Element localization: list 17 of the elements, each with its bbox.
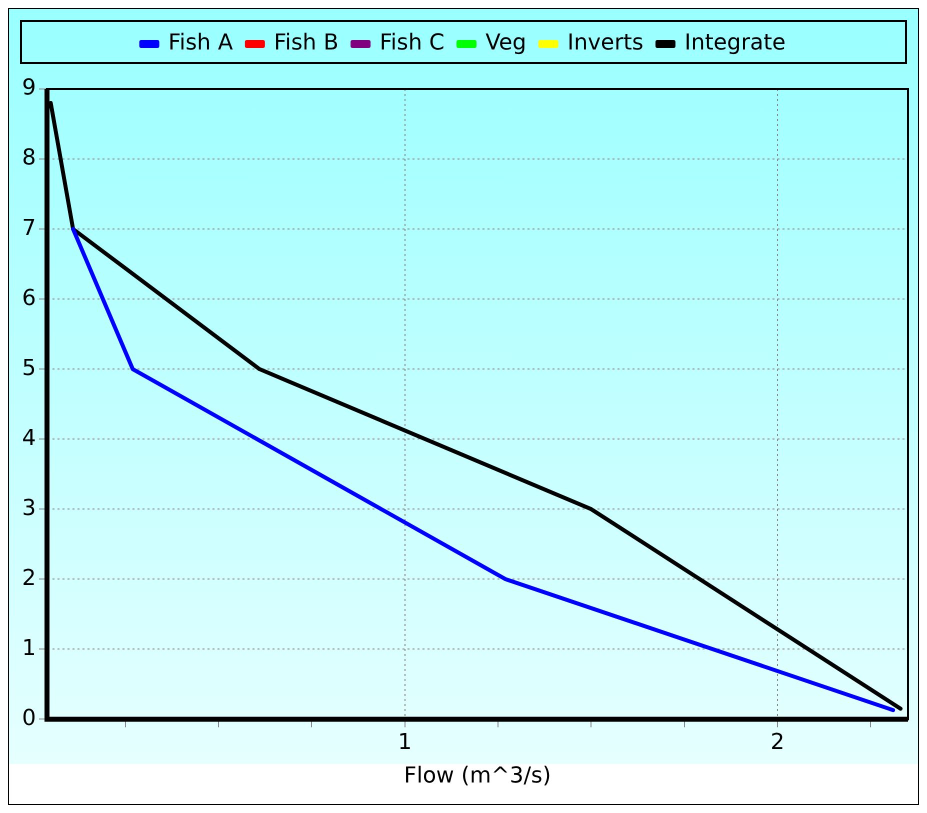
legend-label: Fish A: [168, 30, 233, 56]
y-tick-label: 7: [22, 216, 36, 241]
legend-label: Fish C: [380, 30, 445, 56]
y-tick-label: 1: [22, 636, 36, 661]
y-tick-label: 0: [22, 706, 36, 731]
legend-label: Veg: [485, 30, 526, 56]
y-tick-label: 6: [22, 286, 36, 311]
y-tick-label: 3: [22, 496, 36, 521]
legend-label: Integrate: [684, 30, 786, 56]
y-tick-label: 2: [22, 566, 36, 591]
y-tick-label: 8: [22, 146, 36, 171]
x-axis-title: Flow (m^3/s): [404, 764, 552, 789]
legend-label: Inverts: [567, 30, 644, 56]
y-tick-label: 9: [22, 76, 36, 101]
y-tick-label: 4: [22, 426, 36, 451]
y-tick-label: 5: [22, 356, 36, 381]
legend-label: Fish B: [274, 30, 339, 56]
